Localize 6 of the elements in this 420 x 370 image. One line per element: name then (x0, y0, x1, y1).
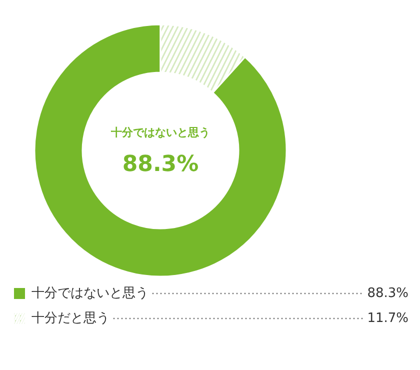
data-label: 88.3% (367, 286, 409, 301)
data-label: 11.7% (367, 311, 409, 326)
legend-label: 十分だと思う (32, 311, 110, 326)
text: 88.3% (122, 152, 199, 177)
text: 十分ではないと思う (110, 126, 210, 139)
legend-label: 十分ではないと思う (32, 286, 148, 301)
